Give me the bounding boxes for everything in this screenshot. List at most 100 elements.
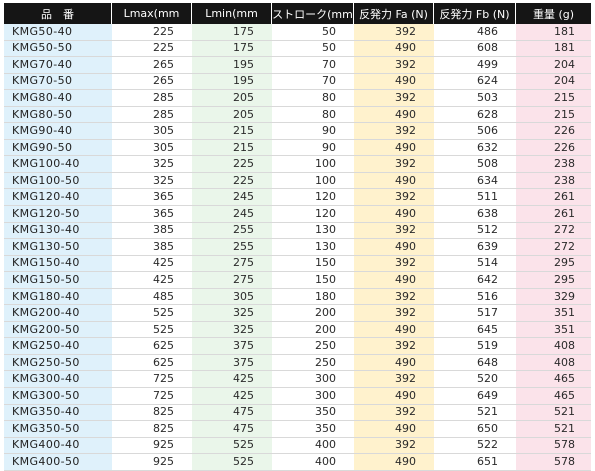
stroke-cell: 150 <box>272 272 354 289</box>
table-row: KMG350-50 825 475 350 490 650 521 <box>4 421 591 438</box>
force-fa-cell: 490 <box>354 73 434 91</box>
table-row: KMG180-40 485 305 180 392 516 329 <box>4 288 591 306</box>
lmax-cell: 225 <box>112 24 192 41</box>
lmin-cell: 245 <box>192 189 272 207</box>
force-fb-cell: 651 <box>434 454 516 471</box>
lmax-cell: 725 <box>112 388 192 405</box>
table-row: KMG200-50 525 325 200 490 645 351 <box>4 321 591 339</box>
lmin-cell: 225 <box>192 172 272 190</box>
table-row: KMG90-40 305 215 90 392 506 226 <box>4 123 591 140</box>
lmin-cell: 525 <box>192 454 272 471</box>
lmin-cell: 375 <box>192 354 272 372</box>
part-number-cell: KMG50-40 <box>4 24 112 41</box>
part-number-cell: KMG300-40 <box>4 371 112 389</box>
force-fb-cell: 522 <box>434 437 516 455</box>
lmin-cell: 475 <box>192 421 272 438</box>
header-stroke: ストローク(mm <box>272 3 354 24</box>
force-fa-cell: 490 <box>354 321 434 339</box>
lmin-cell: 255 <box>192 222 272 240</box>
force-fa-cell: 392 <box>354 255 434 273</box>
table-row: KMG120-50 365 245 120 490 638 261 <box>4 206 591 223</box>
weight-cell: 238 <box>516 156 591 173</box>
lmax-cell: 285 <box>112 106 192 124</box>
stroke-cell: 150 <box>272 255 354 273</box>
table-row: KMG350-40 825 475 350 392 521 521 <box>4 404 591 422</box>
table-row: KMG50-50 225 175 50 490 608 181 <box>4 40 591 58</box>
lmin-cell: 215 <box>192 123 272 140</box>
weight-cell: 272 <box>516 239 591 256</box>
lmax-cell: 265 <box>112 57 192 74</box>
lmin-cell: 195 <box>192 57 272 74</box>
weight-cell: 215 <box>516 106 591 124</box>
part-number-cell: KMG90-40 <box>4 123 112 140</box>
lmax-cell: 625 <box>112 338 192 355</box>
stroke-cell: 120 <box>272 189 354 207</box>
part-number-cell: KMG200-40 <box>4 305 112 322</box>
force-fa-cell: 490 <box>354 272 434 289</box>
stroke-cell: 130 <box>272 239 354 256</box>
part-number-cell: KMG50-50 <box>4 40 112 58</box>
stroke-cell: 300 <box>272 371 354 389</box>
part-number-cell: KMG130-50 <box>4 239 112 256</box>
force-fb-cell: 503 <box>434 90 516 107</box>
stroke-cell: 250 <box>272 354 354 372</box>
part-number-cell: KMG150-50 <box>4 272 112 289</box>
force-fa-cell: 392 <box>354 404 434 422</box>
stroke-cell: 400 <box>272 454 354 471</box>
weight-cell: 578 <box>516 437 591 455</box>
force-fb-cell: 628 <box>434 106 516 124</box>
table-row: KMG150-50 425 275 150 490 642 295 <box>4 272 591 289</box>
force-fa-cell: 392 <box>354 156 434 173</box>
table-row: KMG90-50 305 215 90 490 632 226 <box>4 139 591 157</box>
stroke-cell: 90 <box>272 139 354 157</box>
part-number-cell: KMG70-50 <box>4 73 112 91</box>
force-fb-cell: 648 <box>434 354 516 372</box>
part-number-cell: KMG200-50 <box>4 321 112 339</box>
lmin-cell: 205 <box>192 90 272 107</box>
table-row: KMG80-50 285 205 80 490 628 215 <box>4 106 591 124</box>
force-fa-cell: 392 <box>354 437 434 455</box>
spec-table-body: KMG50-40 225 175 50 392 486 181 KMG50-50 225 175 5… <box>4 24 591 471</box>
force-fb-cell: 632 <box>434 139 516 157</box>
stroke-cell: 350 <box>272 421 354 438</box>
lmax-cell: 825 <box>112 421 192 438</box>
stroke-cell: 250 <box>272 338 354 355</box>
part-number-cell: KMG80-40 <box>4 90 112 107</box>
weight-cell: 272 <box>516 222 591 240</box>
lmax-cell: 225 <box>112 40 192 58</box>
stroke-cell: 400 <box>272 437 354 455</box>
part-number-cell: KMG180-40 <box>4 288 112 306</box>
force-fa-cell: 490 <box>354 454 434 471</box>
header-force-fa: 反発力 Fa (N) <box>354 3 434 24</box>
lmax-cell: 385 <box>112 239 192 256</box>
weight-cell: 181 <box>516 40 591 58</box>
header-part-number: 品 番 <box>4 3 112 24</box>
part-number-cell: KMG120-50 <box>4 206 112 223</box>
part-number-cell: KMG130-40 <box>4 222 112 240</box>
force-fa-cell: 392 <box>354 305 434 322</box>
spec-table: 品 番 Lmax(mm Lmin(mm ストローク(mm 反発力 Fa (N) … <box>4 3 591 471</box>
weight-cell: 351 <box>516 305 591 322</box>
force-fa-cell: 490 <box>354 388 434 405</box>
force-fb-cell: 650 <box>434 421 516 438</box>
table-row: KMG250-50 625 375 250 490 648 408 <box>4 354 591 372</box>
weight-cell: 226 <box>516 139 591 157</box>
force-fb-cell: 508 <box>434 156 516 173</box>
force-fb-cell: 520 <box>434 371 516 389</box>
table-row: KMG300-50 725 425 300 490 649 465 <box>4 388 591 405</box>
table-row: KMG400-50 925 525 400 490 651 578 <box>4 454 591 471</box>
table-row: KMG80-40 285 205 80 392 503 215 <box>4 90 591 107</box>
stroke-cell: 130 <box>272 222 354 240</box>
weight-cell: 226 <box>516 123 591 140</box>
force-fb-cell: 516 <box>434 288 516 306</box>
force-fa-cell: 392 <box>354 371 434 389</box>
stroke-cell: 80 <box>272 106 354 124</box>
force-fa-cell: 490 <box>354 106 434 124</box>
force-fa-cell: 490 <box>354 172 434 190</box>
weight-cell: 521 <box>516 404 591 422</box>
force-fb-cell: 608 <box>434 40 516 58</box>
lmax-cell: 925 <box>112 437 192 455</box>
force-fb-cell: 649 <box>434 388 516 405</box>
part-number-cell: KMG100-40 <box>4 156 112 173</box>
lmax-cell: 305 <box>112 139 192 157</box>
